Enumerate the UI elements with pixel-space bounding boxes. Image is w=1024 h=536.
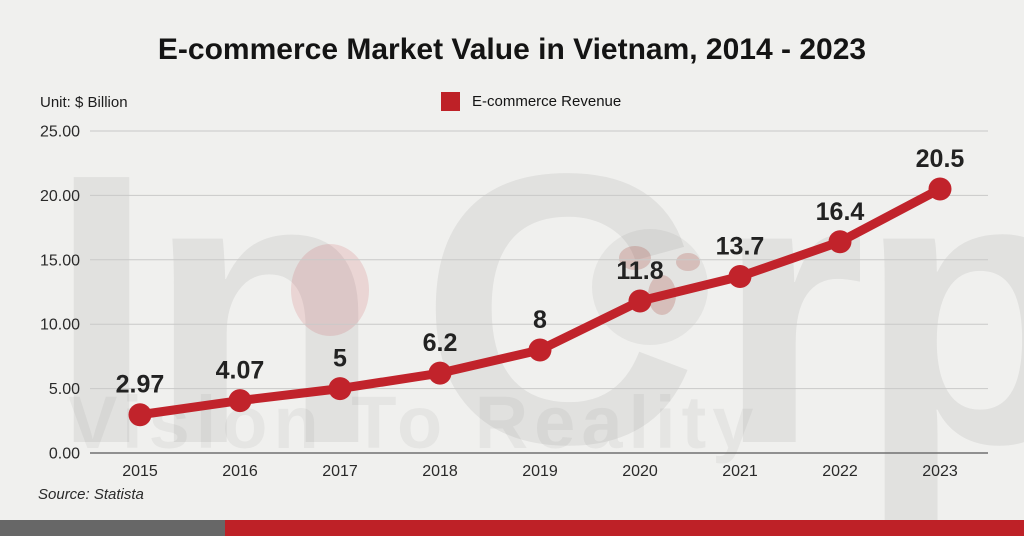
- data-point-2017: [328, 377, 352, 401]
- data-label-2022: 16.4: [816, 198, 865, 226]
- data-point-2015: [128, 403, 152, 427]
- x-tick-label-2015: 2015: [122, 463, 158, 480]
- y-tick-label: 10.00: [40, 317, 80, 334]
- watermark-tagline: Vision To Reality: [68, 381, 759, 464]
- y-tick-label: 15.00: [40, 252, 80, 269]
- x-tick-label-2021: 2021: [722, 463, 758, 480]
- data-label-2023: 20.5: [916, 145, 965, 173]
- data-label-2020: 11.8: [616, 257, 663, 285]
- y-tick-label: 20.00: [40, 188, 80, 205]
- page-title: E-commerce Market Value in Vietnam, 2014…: [157, 33, 867, 66]
- data-point-2022: [828, 230, 852, 254]
- incorp-dot-icon: [291, 244, 369, 336]
- x-tick-label-2016: 2016: [222, 463, 258, 480]
- footer-bar-red: [225, 520, 1024, 536]
- source-note: Source: Statista: [38, 486, 144, 503]
- x-tick-label-2020: 2020: [622, 463, 658, 480]
- watermark-text-c: C: [420, 93, 691, 524]
- unit-label: Unit: $ Billion: [40, 94, 128, 111]
- y-tick-label: 0.00: [49, 446, 80, 463]
- x-tick-label-2019: 2019: [522, 463, 558, 480]
- x-tick-label-2017: 2017: [322, 463, 358, 480]
- y-tick-label: 25.00: [40, 124, 80, 141]
- footer-bar: [0, 520, 1024, 536]
- data-point-2020: [628, 289, 652, 313]
- data-point-2018: [428, 361, 452, 385]
- data-label-2019: 8: [533, 306, 547, 334]
- x-tick-label-2018: 2018: [422, 463, 458, 480]
- data-label-2021: 13.7: [716, 233, 765, 261]
- data-label-2016: 4.07: [216, 357, 265, 385]
- data-point-2021: [728, 265, 752, 289]
- data-label-2018: 6.2: [423, 329, 458, 357]
- data-point-2019: [528, 338, 552, 362]
- watermark-text-in: In: [48, 93, 374, 524]
- data-label-2017: 5: [333, 345, 347, 373]
- legend-swatch-icon: [441, 92, 460, 111]
- x-tick-label-2022: 2022: [822, 463, 858, 480]
- y-tick-label: 5.00: [49, 381, 80, 398]
- legend-label: E-commerce Revenue: [472, 93, 622, 110]
- data-point-2023: [928, 177, 952, 201]
- footer-bar-gray: [0, 520, 225, 536]
- data-label-2015: 2.97: [116, 371, 165, 399]
- data-point-2016: [228, 389, 252, 413]
- legend: E-commerce Revenue: [441, 92, 621, 111]
- x-tick-label-2023: 2023: [922, 463, 958, 480]
- watermark-text-rp: rp: [716, 93, 1024, 526]
